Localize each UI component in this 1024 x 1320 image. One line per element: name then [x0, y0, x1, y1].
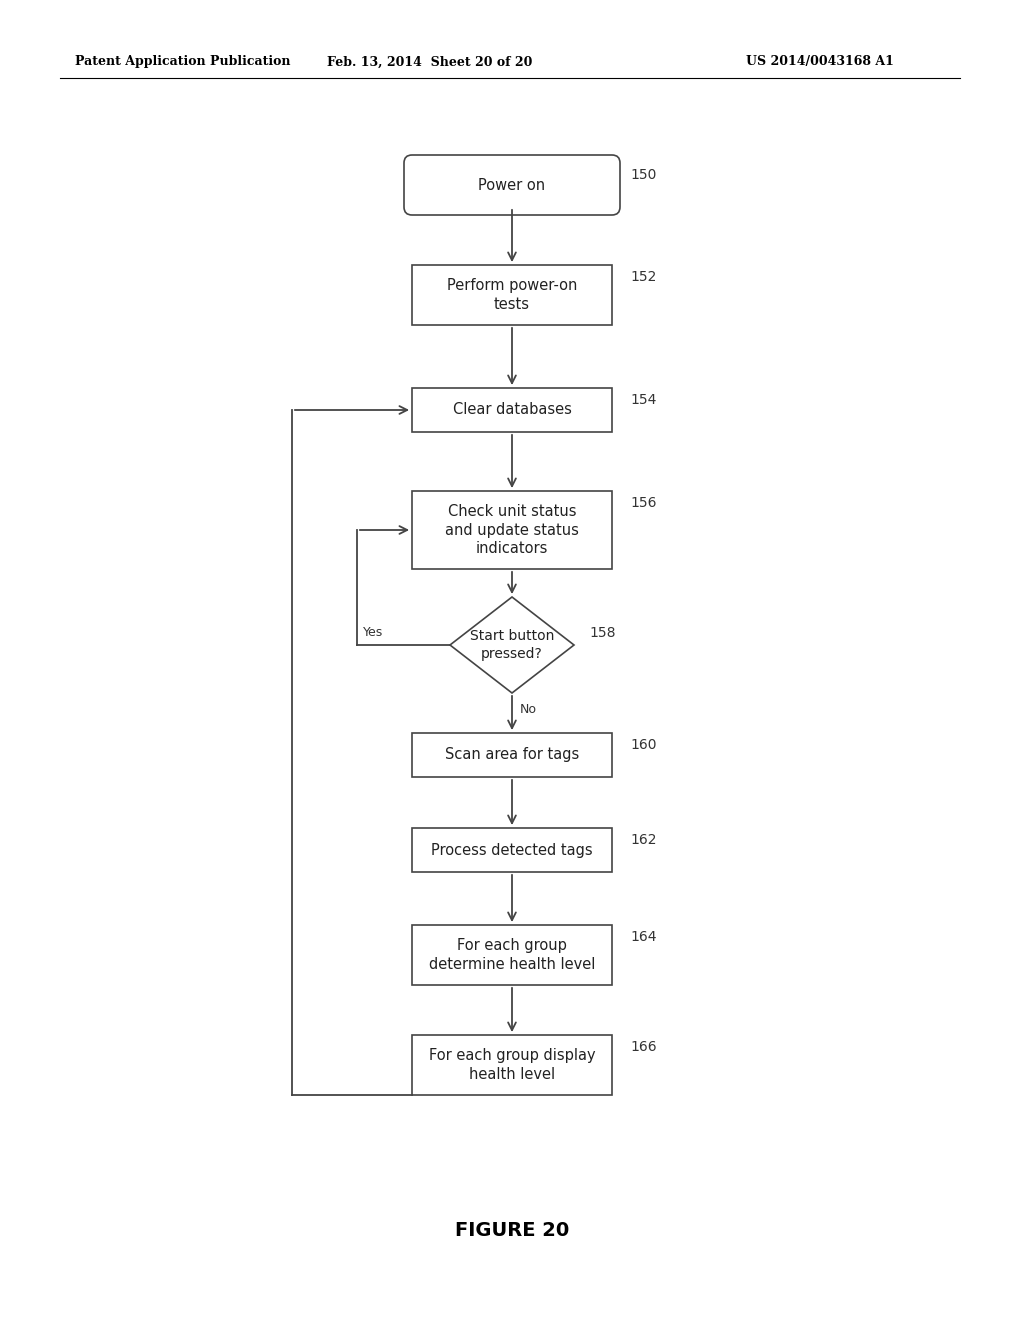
- Bar: [412, 925, 612, 985]
- Text: 166: 166: [630, 1040, 656, 1053]
- Text: FIGURE 20: FIGURE 20: [455, 1221, 569, 1239]
- Text: No: No: [520, 704, 537, 715]
- Text: 158: 158: [589, 626, 615, 640]
- Bar: [412, 828, 612, 873]
- Bar: [412, 1035, 612, 1096]
- FancyBboxPatch shape: [404, 154, 620, 215]
- Text: 162: 162: [630, 833, 656, 847]
- Text: 156: 156: [630, 496, 656, 510]
- Text: Perform power-on
tests: Perform power-on tests: [446, 279, 578, 312]
- Bar: [412, 265, 612, 325]
- Text: Power on: Power on: [478, 177, 546, 193]
- Text: US 2014/0043168 A1: US 2014/0043168 A1: [746, 55, 894, 69]
- Text: Process detected tags: Process detected tags: [431, 842, 593, 858]
- Text: 164: 164: [630, 931, 656, 944]
- Text: For each group
determine health level: For each group determine health level: [429, 939, 595, 972]
- Bar: [412, 388, 612, 432]
- Text: 150: 150: [630, 168, 656, 182]
- Text: Clear databases: Clear databases: [453, 403, 571, 417]
- Text: Feb. 13, 2014  Sheet 20 of 20: Feb. 13, 2014 Sheet 20 of 20: [328, 55, 532, 69]
- Bar: [412, 491, 612, 569]
- Text: For each group display
health level: For each group display health level: [429, 1048, 595, 1082]
- Text: 160: 160: [630, 738, 656, 752]
- Text: 154: 154: [630, 393, 656, 407]
- Bar: [412, 733, 612, 777]
- Text: Patent Application Publication: Patent Application Publication: [75, 55, 291, 69]
- Polygon shape: [450, 597, 574, 693]
- Text: Start button
pressed?: Start button pressed?: [470, 630, 554, 660]
- Text: 152: 152: [630, 271, 656, 284]
- Text: Scan area for tags: Scan area for tags: [444, 747, 580, 763]
- Text: Check unit status
and update status
indicators: Check unit status and update status indi…: [445, 504, 579, 556]
- Text: Yes: Yes: [362, 626, 383, 639]
